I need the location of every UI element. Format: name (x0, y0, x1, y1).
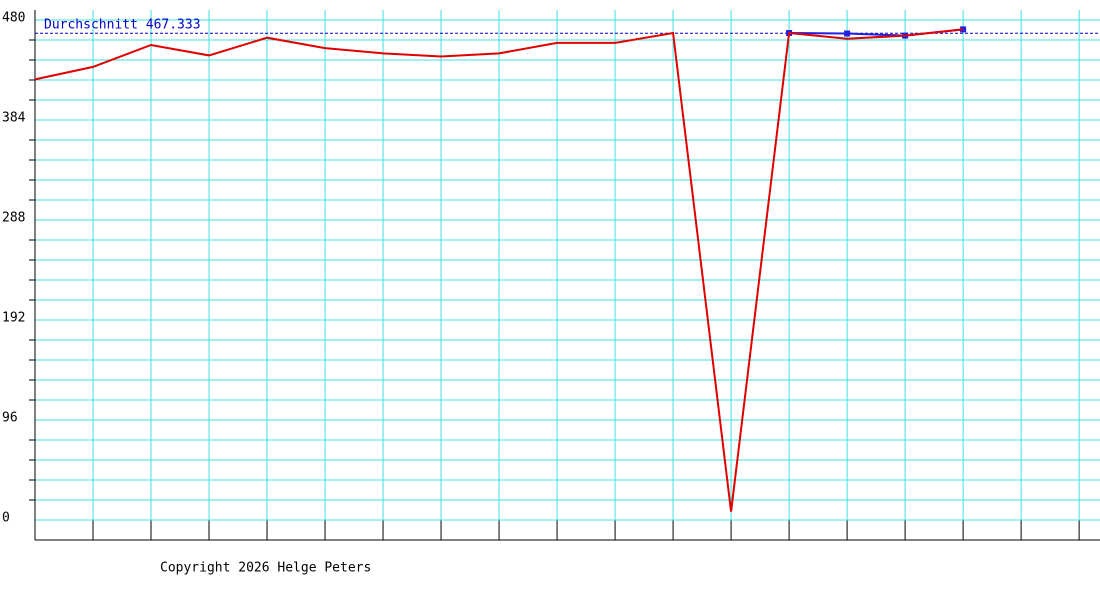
average-label: Durchschnitt 467.333 (44, 18, 201, 33)
y-tick-label: 288 (2, 211, 25, 226)
y-tick-label: 96 (2, 411, 18, 426)
copyright: Copyright 2026 Helge Peters (160, 561, 371, 576)
marker (844, 30, 851, 37)
y-tick-label: 192 (2, 311, 25, 326)
line (34, 28, 964, 512)
y-tick-label: 0 (2, 511, 10, 526)
y-tick-label: 384 (2, 111, 26, 126)
y-tick-label: 480 (2, 11, 25, 26)
